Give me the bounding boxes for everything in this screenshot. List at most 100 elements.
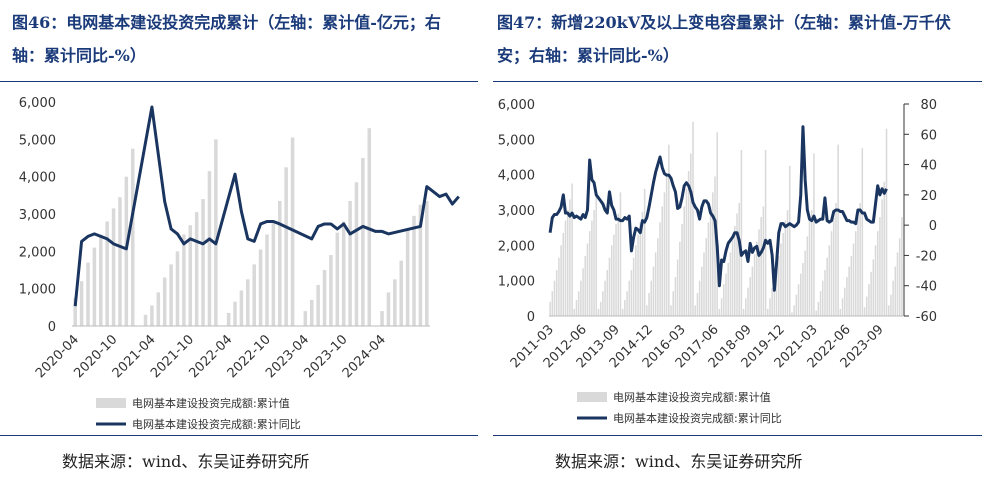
bar-right-38 [632, 257, 635, 316]
bar-left-49 [386, 292, 391, 326]
y-tick-left-1: 1,000 [19, 283, 56, 298]
bar-left-33 [284, 167, 288, 326]
bar-right-53 [665, 176, 668, 316]
bar-right-115 [802, 263, 804, 316]
bar-left-38 [316, 284, 320, 326]
y-tick-right-6: 6,000 [498, 98, 535, 113]
y-tick-right-5: 5,000 [498, 133, 535, 148]
bar-left-24 [226, 312, 231, 326]
bar-right-88 [742, 308, 745, 316]
bar-right-128 [830, 231, 833, 316]
bar-right-58 [676, 259, 679, 316]
bar-right-79 [723, 284, 725, 316]
y-tick-left-3: 3,000 [19, 208, 56, 223]
chart-frame-left: 0 1,000 2,000 3,000 4,000 5,000 6,000 2020-04 20… [0, 81, 478, 436]
bar-right-68 [698, 280, 701, 316]
y2-tick-right-2: -20 [916, 249, 937, 264]
y2-tick-right-4: 20 [920, 189, 937, 204]
bar-right-52 [663, 192, 666, 316]
bar-right-154 [887, 305, 890, 316]
bar-right-86 [738, 202, 740, 316]
bar-right-30 [615, 224, 617, 316]
bar-right-56 [672, 291, 674, 316]
bar-right-150 [879, 217, 881, 316]
legend-swatch-bar-right [577, 392, 607, 402]
bar-left-36 [303, 311, 308, 326]
bar-right-18 [588, 231, 591, 316]
bar-left-34 [290, 137, 295, 326]
bar-right-153 [885, 128, 888, 316]
bar-left-45 [361, 158, 365, 326]
bar-right-85 [736, 213, 738, 316]
bar-right-125 [824, 270, 826, 316]
bar-right-112 [795, 294, 798, 316]
bar-right-107 [784, 220, 787, 316]
bar-right-41 [639, 222, 642, 316]
bar-right-97 [762, 206, 765, 316]
bar-right-10 [571, 183, 573, 316]
bar-right-132 [839, 308, 842, 316]
bar-right-134 [843, 287, 846, 316]
bar-left-37 [309, 299, 314, 326]
y-tick-left-0: 0 [48, 320, 56, 335]
bar-right-139 [854, 231, 857, 316]
legend-swatch-bar-left [96, 398, 126, 408]
bar-right-108 [786, 210, 789, 316]
bar-left-52 [405, 228, 410, 326]
bar-right-129 [832, 217, 835, 316]
bar-right-59 [679, 241, 681, 316]
bar-right-20 [593, 210, 595, 316]
bar-left-25 [233, 301, 237, 326]
bar-right-60 [681, 224, 683, 316]
bar-right-83 [731, 238, 734, 316]
bar-right-75 [714, 176, 716, 316]
bar-right-37 [630, 270, 633, 316]
bar-right-13 [577, 291, 580, 316]
bar-right-51 [661, 206, 664, 316]
bar-right-7 [564, 220, 567, 316]
bar-right-144 [865, 296, 868, 316]
bar-right-131 [837, 144, 839, 316]
bar-right-50 [659, 222, 661, 316]
bar-right-81 [727, 263, 729, 316]
bar-right-109 [788, 165, 791, 316]
bar-right-46 [650, 280, 653, 316]
bar-right-24 [602, 291, 604, 316]
bar-left-39 [322, 270, 327, 326]
bar-right-16 [584, 255, 587, 316]
bar-right-121 [815, 310, 817, 316]
bar-right-28 [610, 245, 613, 316]
y2-tick-right-5: 40 [920, 159, 937, 174]
bar-right-100 [769, 298, 771, 316]
bar-right-95 [758, 229, 760, 316]
bar-right-44 [646, 305, 648, 316]
bar-right-3 [555, 270, 558, 316]
bar-left-42 [341, 221, 346, 326]
bar-left-41 [335, 232, 340, 326]
bar-right-34 [624, 300, 626, 316]
bar-right-138 [852, 243, 855, 316]
legend-label-line-left: 电网基本建设投资完成额:累计同比 [132, 417, 301, 431]
bar-right-156 [892, 280, 894, 316]
bar-right-152 [883, 181, 886, 316]
bar-left-19 [194, 212, 199, 326]
bar-right-133 [841, 298, 844, 316]
bar-right-63 [687, 171, 690, 316]
y-tick-right-3: 3,000 [498, 204, 535, 219]
bar-right-117 [806, 236, 809, 316]
bar-left-32 [278, 200, 282, 326]
bar-left-26 [239, 290, 244, 326]
bar-right-141 [859, 202, 861, 316]
bar-right-120 [813, 153, 815, 316]
bar-right-99 [767, 308, 769, 316]
bar-left-44 [354, 182, 359, 326]
bar-right-69 [701, 266, 703, 316]
bar-right-42 [641, 211, 644, 316]
bar-right-96 [760, 217, 762, 316]
line-series-left [73, 105, 460, 307]
y2-tick-right-1: -40 [916, 280, 937, 295]
bar-right-65 [692, 121, 694, 316]
bar-right-110 [791, 312, 793, 316]
bar-left-50 [393, 279, 397, 326]
bar-left-6 [111, 208, 116, 326]
